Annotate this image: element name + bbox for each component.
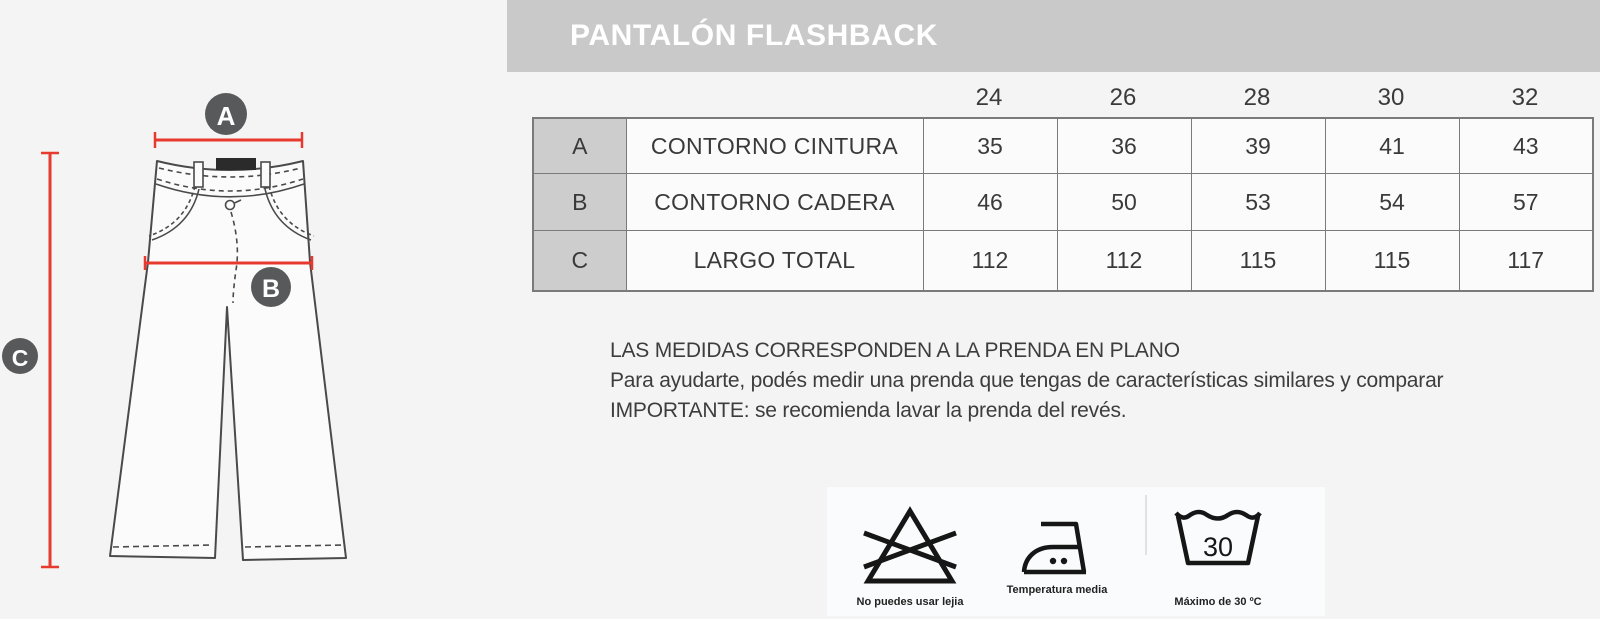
row-label: CONTORNO CINTURA <box>625 117 924 174</box>
marker-b-circle <box>251 267 291 307</box>
care-instructions-box: No puedes usar lejia Temperatura media 3… <box>827 487 1325 616</box>
table-cell: 53 <box>1190 173 1326 231</box>
row-marker: C <box>532 230 627 292</box>
table-cell: 36 <box>1056 117 1192 174</box>
size-table: A CONTORNO CINTURA 35 36 39 41 43 B CONT… <box>532 117 1594 292</box>
table-row: C LARGO TOTAL 112 112 115 115 117 <box>532 230 1594 292</box>
wash-30-icon: 30 <box>1174 509 1262 566</box>
table-cell: 41 <box>1324 117 1460 174</box>
marker-b-letter: B <box>262 275 280 303</box>
marker-badges: A B C <box>2 93 291 374</box>
care-label: Temperatura media <box>1006 584 1108 596</box>
table-row: A CONTORNO CINTURA 35 36 39 41 43 <box>532 117 1594 174</box>
measurement-lines <box>41 132 314 569</box>
wash-temperature-value: 30 <box>1203 532 1233 562</box>
note-line: LAS MEDIDAS CORRESPONDEN A LA PRENDA EN … <box>610 339 1180 362</box>
measurement-notes: LAS MEDIDAS CORRESPONDEN A LA PRENDA EN … <box>610 336 1444 426</box>
page-title: PANTALÓN FLASHBACK <box>570 19 938 52</box>
iron-medium-icon <box>1021 521 1087 575</box>
table-row: B CONTORNO CADERA 46 50 53 54 57 <box>532 173 1594 231</box>
marker-a-letter: A <box>217 101 236 131</box>
marker-c-letter: C <box>12 345 29 371</box>
size-header-row: 24 26 28 30 32 <box>532 84 1592 114</box>
table-cell: 57 <box>1458 173 1594 231</box>
table-cell: 43 <box>1458 117 1594 174</box>
table-cell: 50 <box>1056 173 1192 231</box>
row-label: CONTORNO CADERA <box>625 173 924 231</box>
marker-a-circle <box>205 93 247 135</box>
row-label: LARGO TOTAL <box>625 230 924 292</box>
size-header: 24 <box>975 84 1003 111</box>
size-header: 26 <box>1109 84 1137 111</box>
table-cell: 35 <box>922 117 1058 174</box>
care-item-wash-30: 30 Máximo de 30 ºC <box>1150 487 1286 616</box>
row-marker: B <box>532 173 627 231</box>
marker-c-circle <box>2 338 38 374</box>
row-marker: A <box>532 117 627 174</box>
table-cell: 112 <box>922 230 1058 292</box>
care-label: No puedes usar lejia <box>856 596 964 608</box>
table-cell: 115 <box>1324 230 1460 292</box>
care-divider <box>1145 495 1147 555</box>
note-line: Para ayudarte, podés medir una prenda qu… <box>610 369 1444 392</box>
size-header: 28 <box>1243 84 1271 111</box>
table-cell: 112 <box>1056 230 1192 292</box>
table-cell: 54 <box>1324 173 1460 231</box>
pants-detail-lines <box>112 161 344 548</box>
header-bar: PANTALÓN FLASHBACK <box>507 0 1600 72</box>
size-header: 30 <box>1377 84 1405 111</box>
waistband-label-tag <box>216 158 256 170</box>
size-header: 32 <box>1511 84 1539 111</box>
table-cell: 39 <box>1190 117 1326 174</box>
note-line: IMPORTANTE: se recomienda lavar la prend… <box>610 399 1127 422</box>
table-cell: 115 <box>1190 230 1326 292</box>
no-bleach-icon <box>863 506 957 584</box>
care-label: Máximo de 30 ºC <box>1174 596 1262 608</box>
care-item-no-bleach: No puedes usar lejia <box>845 487 975 616</box>
table-cell: 117 <box>1458 230 1594 292</box>
pants-outline-icon <box>109 160 347 561</box>
care-item-iron-medium: Temperatura media <box>992 487 1122 616</box>
pants-measurement-diagram: A B C <box>2 93 347 569</box>
table-cell: 46 <box>922 173 1058 231</box>
